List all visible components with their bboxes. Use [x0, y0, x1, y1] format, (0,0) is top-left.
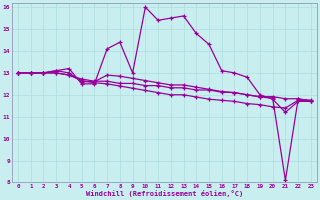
X-axis label: Windchill (Refroidissement éolien,°C): Windchill (Refroidissement éolien,°C)	[86, 190, 243, 197]
